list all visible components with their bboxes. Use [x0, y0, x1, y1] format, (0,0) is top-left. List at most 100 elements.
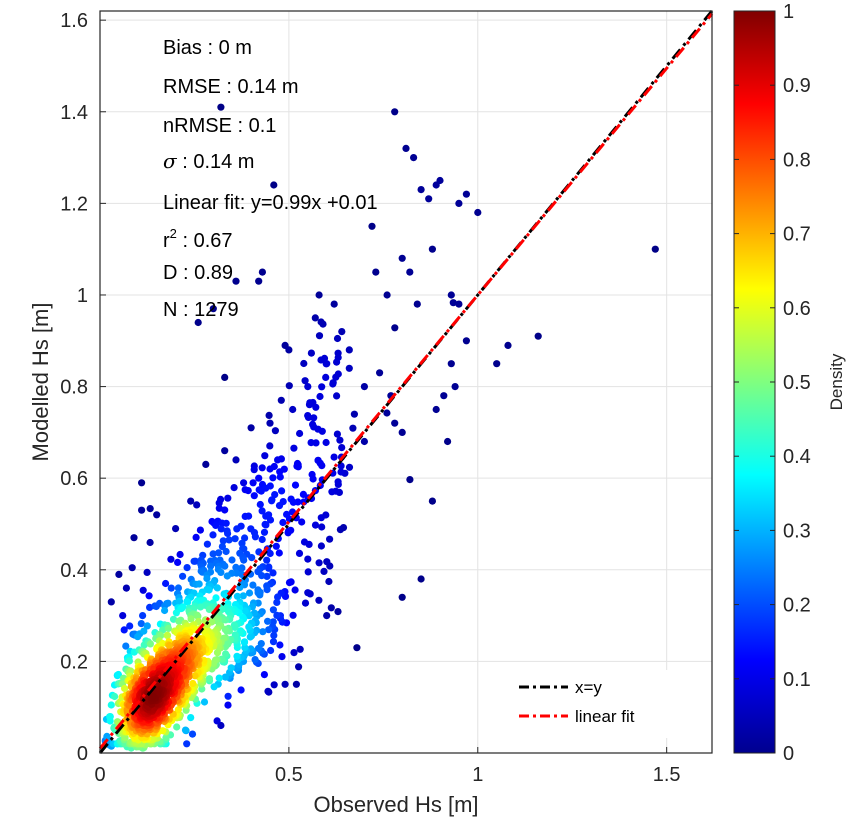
y-tick-label: 0.4	[60, 560, 88, 582]
scatter-point	[398, 254, 406, 262]
scatter-point	[167, 555, 175, 563]
scatter-point	[187, 714, 195, 722]
scatter-point	[336, 436, 344, 444]
scatter-point	[145, 592, 153, 600]
scatter-point	[240, 479, 248, 487]
scatter-point	[192, 533, 200, 542]
scatter-point	[107, 701, 115, 709]
scatter-point	[121, 684, 129, 693]
scatter-point	[251, 656, 259, 664]
scatter-point	[447, 291, 455, 299]
scatter-point	[255, 474, 263, 482]
reference-lines	[98, 10, 714, 754]
scatter-point	[225, 536, 233, 544]
line-linear-fit	[98, 12, 714, 750]
scatter-point	[328, 488, 336, 496]
scatter-point	[398, 593, 406, 601]
scatter-point	[120, 626, 128, 634]
scatter-point	[191, 672, 199, 680]
scatter-point	[261, 452, 269, 460]
colorbar-tick-label: 0.2	[783, 595, 811, 617]
scatter-point	[283, 510, 291, 518]
y-tick-label: 0.8	[60, 377, 88, 399]
scatter-point	[202, 460, 210, 468]
scatter-point	[338, 444, 346, 452]
scatter-point	[245, 512, 253, 520]
scatter-point	[194, 612, 202, 620]
scatter-point	[289, 611, 297, 619]
scatter-point	[115, 570, 123, 579]
scatter-point	[285, 382, 293, 390]
scatter-point	[314, 425, 322, 433]
scatter-point	[345, 364, 353, 372]
scatter-point	[221, 373, 229, 381]
scatter-point	[159, 727, 167, 735]
scatter-point	[213, 649, 222, 657]
scatter-point	[194, 318, 202, 327]
scatter-point	[325, 577, 333, 586]
scatter-point	[271, 427, 279, 435]
scatter-point	[173, 723, 181, 731]
scatter-point	[270, 681, 278, 689]
scatter-point	[432, 405, 440, 414]
scatter-point	[217, 103, 225, 111]
scatter-point	[287, 495, 295, 503]
scatter-point	[360, 437, 368, 446]
y-axis-label: Modelled Hs [m]	[28, 303, 53, 462]
scatter-point	[172, 525, 180, 533]
scatter-point	[215, 504, 223, 512]
r2-value: : 0.67	[177, 230, 233, 252]
stat-bias: Bias : 0 m	[163, 37, 252, 59]
scatter-point	[311, 521, 320, 529]
scatter-point	[213, 584, 221, 592]
scatter-point	[183, 740, 191, 748]
scatter-point	[130, 534, 138, 542]
y-tick-label: 0.2	[60, 651, 88, 673]
scatter-point	[167, 584, 175, 592]
scatter-point	[273, 598, 281, 607]
scatter-point	[203, 574, 211, 583]
scatter-point	[312, 403, 320, 411]
scatter-point	[275, 502, 284, 510]
colorbar-tick-label: 0	[783, 743, 794, 765]
scatter-point	[184, 598, 192, 606]
scatter-point	[209, 531, 217, 539]
scatter-point	[425, 195, 433, 203]
scatter-point	[266, 442, 274, 450]
scatter-point	[224, 494, 232, 502]
scatter-point	[176, 550, 184, 559]
scatter-point	[330, 453, 338, 461]
scatter-point	[221, 447, 229, 455]
scatter-point	[207, 562, 215, 570]
scatter-point	[187, 615, 195, 623]
x-tick-label: 1.5	[653, 764, 681, 786]
scatter-point	[258, 268, 266, 276]
scatter-point	[406, 268, 414, 276]
scatter-point	[232, 456, 240, 464]
scatter-point	[205, 675, 213, 683]
scatter-point	[316, 392, 324, 401]
scatter-point	[413, 300, 421, 308]
scatter-point	[254, 589, 262, 597]
scatter-point	[179, 572, 187, 580]
scatter-point	[232, 563, 240, 572]
y-tick-label: 0.6	[60, 468, 88, 490]
scatter-point	[261, 520, 269, 529]
scatter-point	[266, 482, 274, 490]
scatter-point	[330, 300, 338, 308]
scatter-point	[215, 674, 223, 682]
scatter-point	[222, 547, 230, 556]
scatter-point	[241, 644, 249, 652]
scatter-point	[444, 437, 452, 446]
scatter-point	[188, 730, 197, 738]
legend: x=y linear fit	[503, 670, 711, 738]
scatter-point	[265, 564, 273, 572]
scatter-point	[294, 463, 302, 471]
colorbar: 0 0.1 0.2 0.3 0.4 0.5 0.6 0.7 0.8 0.9 1 Density	[733, 1, 846, 765]
scatter-point	[301, 377, 309, 385]
scatter-point	[333, 430, 341, 438]
y-tick-label: 1.4	[60, 102, 88, 124]
scatter-point	[317, 514, 325, 522]
scatter-point	[269, 638, 278, 646]
scatter-point	[260, 671, 268, 679]
